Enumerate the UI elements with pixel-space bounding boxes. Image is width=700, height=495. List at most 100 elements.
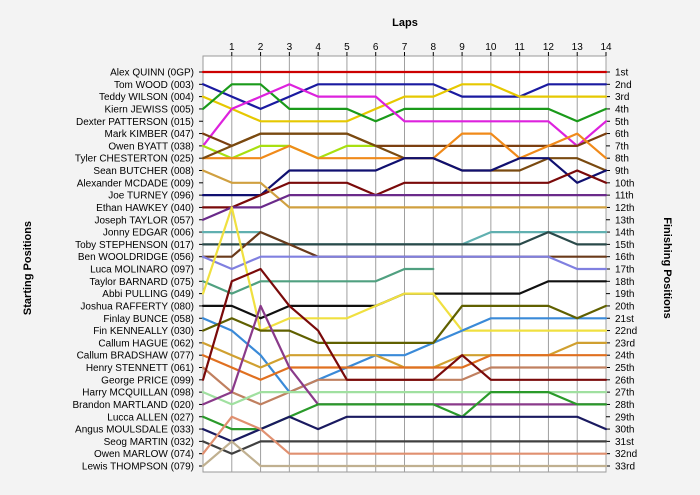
driver-series-line — [201, 415, 608, 455]
driver-label: Ben WOOLDRIDGE (056) — [78, 252, 194, 263]
driver-series-line — [201, 83, 608, 147]
driver-series-line — [201, 317, 608, 394]
driver-series-line — [201, 354, 608, 381]
driver-label: Mark KIMBER (047) — [105, 129, 194, 140]
finish-position-label: 4th — [615, 104, 629, 115]
driver-series-line — [201, 157, 608, 197]
finish-position-label: 26th — [615, 375, 634, 386]
finish-position-label: 25th — [615, 363, 634, 374]
finish-position-label: 28th — [615, 400, 634, 411]
finish-position-label: 18th — [615, 277, 634, 288]
lap-tick-label: 13 — [572, 42, 584, 53]
driver-series-line — [201, 169, 608, 209]
finish-position-label: 14th — [615, 228, 634, 239]
left-axis-title: Starting Positions — [22, 221, 34, 315]
driver-series-line — [201, 83, 608, 123]
lap-tick-label: 10 — [485, 42, 497, 53]
driver-label: Taylor BARNARD (075) — [90, 277, 194, 288]
driver-series-line — [201, 304, 608, 344]
finish-position-label: 10th — [615, 178, 634, 189]
driver-label: Fin KENNEALLY (030) — [93, 326, 194, 337]
finish-position-label: 21st — [615, 314, 634, 325]
driver-label: Henry STENNETT (061) — [86, 363, 194, 374]
driver-label: Luca MOLINARO (097) — [90, 265, 194, 276]
driver-label: Alexander MCDADE (009) — [77, 178, 194, 189]
finish-position-label: 29th — [615, 412, 634, 423]
driver-series-line — [201, 440, 608, 455]
finish-position-label: 24th — [615, 351, 634, 362]
finish-position-label: 13th — [615, 215, 634, 226]
finish-position-label: 8th — [615, 154, 629, 165]
driver-series-line — [201, 255, 608, 271]
driver-series-line — [201, 231, 608, 246]
right-axis-title: Finishing Positions — [661, 217, 673, 318]
lap-tick-label: 5 — [344, 42, 350, 53]
finish-position-label: 33rd — [615, 462, 635, 473]
driver-label: Teddy WILSON (004) — [99, 92, 194, 103]
driver-label: Owen BYATT (038) — [108, 141, 194, 152]
driver-label: Abbi PULLING (049) — [102, 289, 194, 300]
lap-tick-label: 8 — [431, 42, 437, 53]
finish-position-label: 22nd — [615, 326, 637, 337]
driver-label: Joshua RAFFERTY (080) — [80, 301, 194, 312]
driver-series-line — [201, 83, 608, 110]
lap-tick-label: 12 — [543, 42, 555, 53]
finish-position-label: 20th — [615, 301, 634, 312]
driver-series-line — [201, 440, 608, 468]
driver-series-line — [201, 267, 608, 381]
driver-series-line — [201, 194, 608, 221]
driver-label: Harry MCQUILLAN (098) — [82, 388, 194, 399]
finish-position-label: 19th — [615, 289, 634, 300]
driver-label: George PRICE (099) — [101, 375, 194, 386]
driver-label: Lewis THOMPSON (079) — [82, 462, 194, 473]
finish-position-label: 15th — [615, 240, 634, 251]
driver-label: Finlay BUNCE (058) — [103, 314, 194, 325]
finish-position-label: 16th — [615, 252, 634, 263]
driver-label: Tom WOOD (003) — [114, 80, 194, 91]
driver-label: Callum BRADSHAW (077) — [77, 351, 194, 362]
finish-position-label: 30th — [615, 425, 634, 436]
finish-position-label: 12th — [615, 203, 634, 214]
finish-position-label: 27th — [615, 388, 634, 399]
finish-position-label: 11th — [615, 191, 634, 202]
driver-label: Joseph TAYLOR (057) — [95, 215, 195, 226]
finish-position-label: 1st — [615, 68, 629, 79]
finish-position-label: 23rd — [615, 338, 635, 349]
driver-label: Joe TURNEY (096) — [108, 191, 194, 202]
lap-tick-label: 3 — [287, 42, 293, 53]
driver-label: Sean BUTCHER (008) — [93, 166, 194, 177]
driver-label: Angus MOULSDALE (033) — [75, 425, 194, 436]
x-axis-title: Laps — [392, 17, 418, 29]
driver-label: Toby STEPHENSON (017) — [75, 240, 194, 251]
driver-label: Brandon MARTLAND (020) — [72, 400, 194, 411]
driver-series-line — [201, 415, 608, 443]
driver-label: Dexter PATTERSON (015) — [76, 117, 194, 128]
driver-label: Seog MARTIN (032) — [104, 437, 194, 448]
finish-position-label: 9th — [615, 166, 629, 177]
lap-tick-label: 14 — [600, 42, 612, 53]
driver-label: Jonny EDGAR (006) — [103, 228, 194, 239]
driver-label: Tyler CHESTERTON (025) — [75, 154, 194, 165]
lap-tick-label: 1 — [229, 42, 235, 53]
driver-label: Alex QUINN (0GP) — [110, 68, 194, 79]
driver-label: Callum HAGUE (062) — [98, 338, 194, 349]
finish-position-label: 5th — [615, 117, 629, 128]
lap-tick-label: 9 — [459, 42, 465, 53]
driver-label: Kiern JEWISS (005) — [105, 104, 194, 115]
finish-position-label: 17th — [615, 265, 634, 276]
driver-label: Lucca ALLEN (027) — [107, 412, 194, 423]
lap-tick-label: 6 — [373, 42, 379, 53]
finish-position-label: 31st — [615, 437, 634, 448]
finish-position-label: 32nd — [615, 449, 637, 460]
lap-tick-label: 4 — [315, 42, 321, 53]
finish-position-label: 6th — [615, 129, 629, 140]
finish-position-label: 3rd — [615, 92, 629, 103]
lap-tick-label: 7 — [402, 42, 408, 53]
driver-label: Owen MARLOW (074) — [94, 449, 194, 460]
driver-series-line — [201, 267, 435, 295]
lap-tick-label: 2 — [258, 42, 264, 53]
driver-label: Ethan HAWKEY (040) — [96, 203, 194, 214]
finish-position-label: 7th — [615, 141, 629, 152]
